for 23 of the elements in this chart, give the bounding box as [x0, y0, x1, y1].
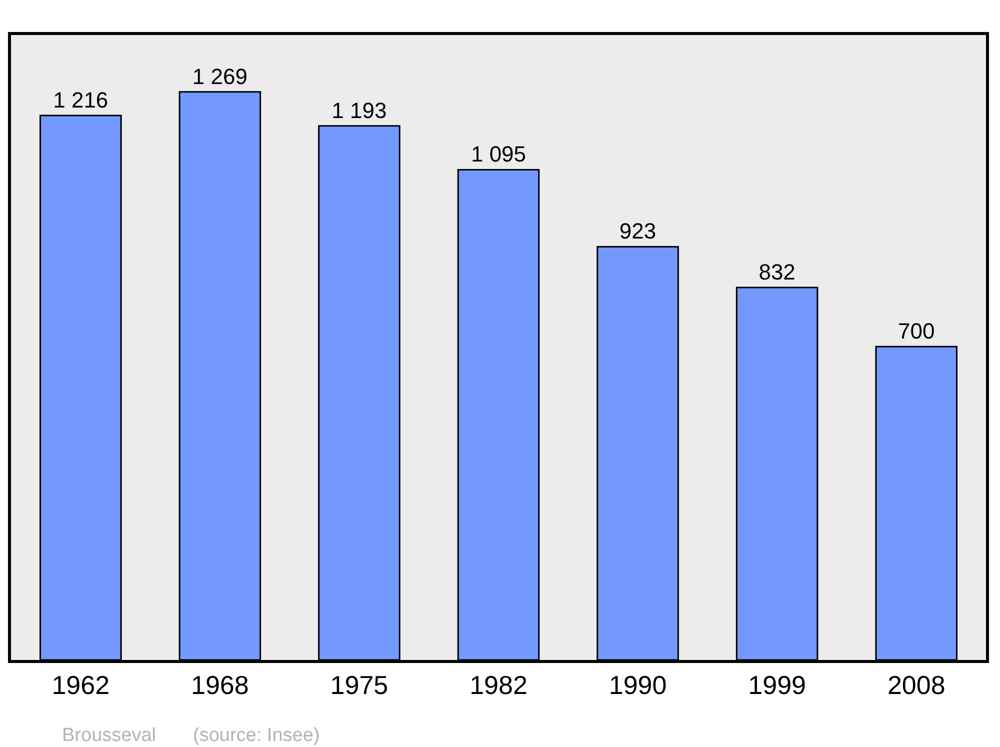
bar — [736, 286, 818, 660]
bar — [596, 246, 679, 660]
data-label: 1 216 — [53, 88, 108, 113]
x-tick-label: 1990 — [608, 670, 667, 700]
data-label: 832 — [758, 259, 796, 284]
x-tick-label: 1962 — [52, 670, 110, 700]
bar — [178, 91, 262, 660]
bar — [40, 114, 122, 660]
x-tick-label: 2008 — [887, 670, 946, 700]
text: (source: Insee) — [193, 725, 320, 746]
data-label: 1 193 — [332, 98, 387, 123]
bar — [318, 125, 400, 660]
x-tick-label: 1968 — [191, 670, 249, 700]
data-label: 700 — [898, 318, 935, 344]
x-tick-label: 1975 — [330, 670, 388, 700]
data-label: 1 095 — [470, 142, 526, 167]
x-tick-label: 1982 — [470, 670, 528, 700]
data-label: 923 — [619, 218, 656, 244]
bar — [875, 346, 958, 660]
x-tick-label: 1999 — [748, 670, 806, 700]
data-label: 1 269 — [192, 64, 248, 89]
bar — [457, 168, 540, 660]
text: Brousseval — [62, 725, 156, 746]
